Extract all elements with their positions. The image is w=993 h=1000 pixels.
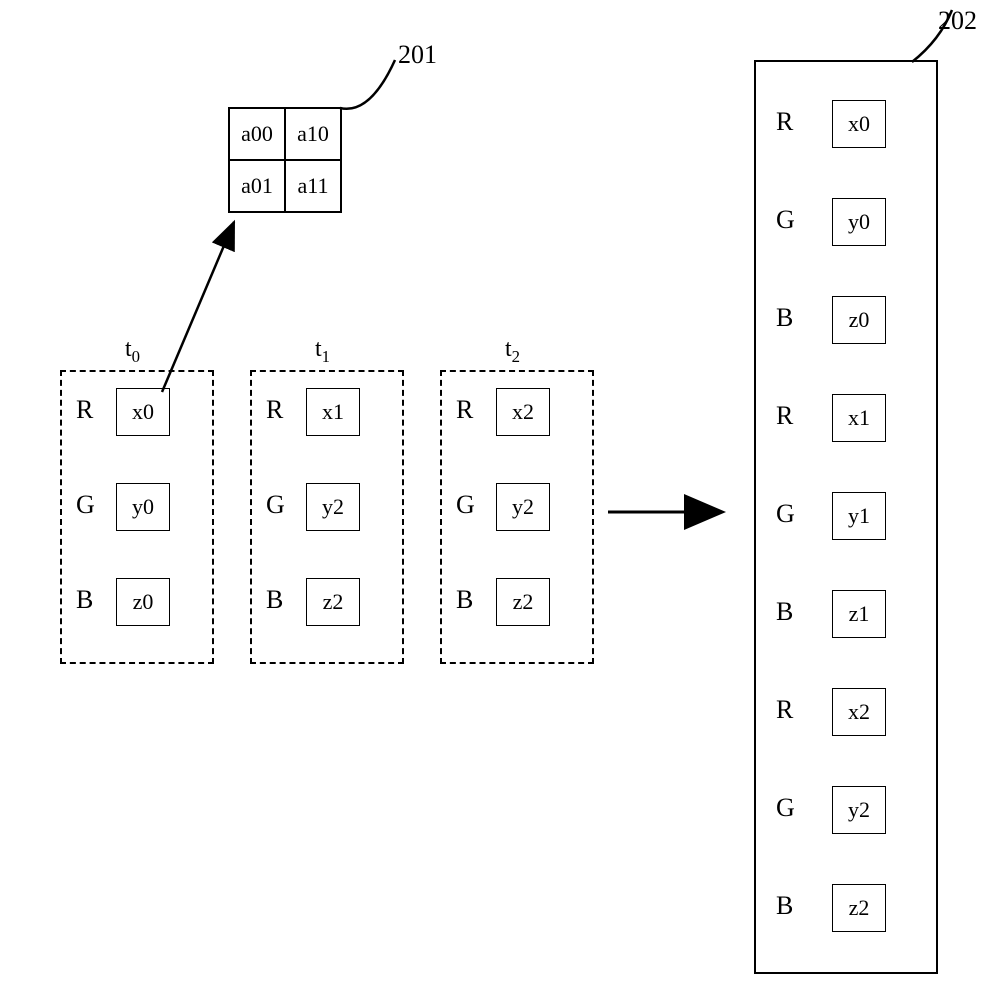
channel-label: B [776,303,793,333]
value-box: z0 [832,296,886,344]
channel-label: B [776,891,793,921]
channel-label: R [776,107,793,137]
channel-label: B [776,597,793,627]
value-box: x1 [832,394,886,442]
value-box: y1 [832,492,886,540]
channel-label: G [776,205,795,235]
channel-label: R [776,695,793,725]
value-box: z1 [832,590,886,638]
callout-label-202: 202 [938,6,977,36]
value-box: x2 [832,688,886,736]
value-box: z2 [832,884,886,932]
value-box: y0 [832,198,886,246]
channel-label: R [776,401,793,431]
value-box: y2 [832,786,886,834]
channel-label: G [776,499,795,529]
channel-label: G [776,793,795,823]
value-box: x0 [832,100,886,148]
